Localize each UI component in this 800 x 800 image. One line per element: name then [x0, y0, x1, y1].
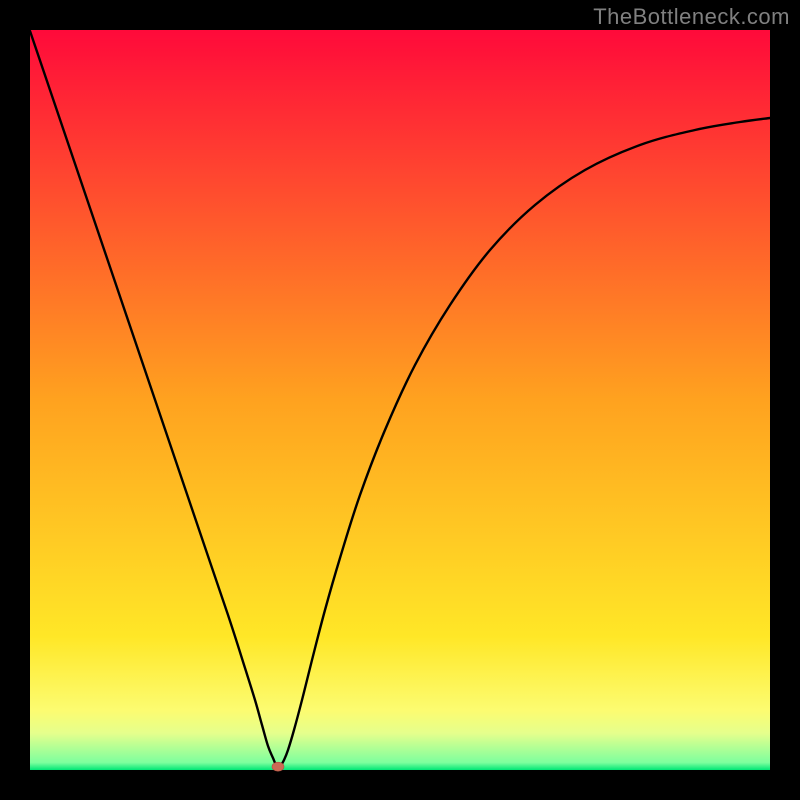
watermark-text: TheBottleneck.com — [593, 4, 790, 30]
bottleneck-curve — [30, 31, 770, 767]
chart-curve-layer — [0, 0, 800, 800]
optimal-point-marker — [272, 762, 284, 771]
